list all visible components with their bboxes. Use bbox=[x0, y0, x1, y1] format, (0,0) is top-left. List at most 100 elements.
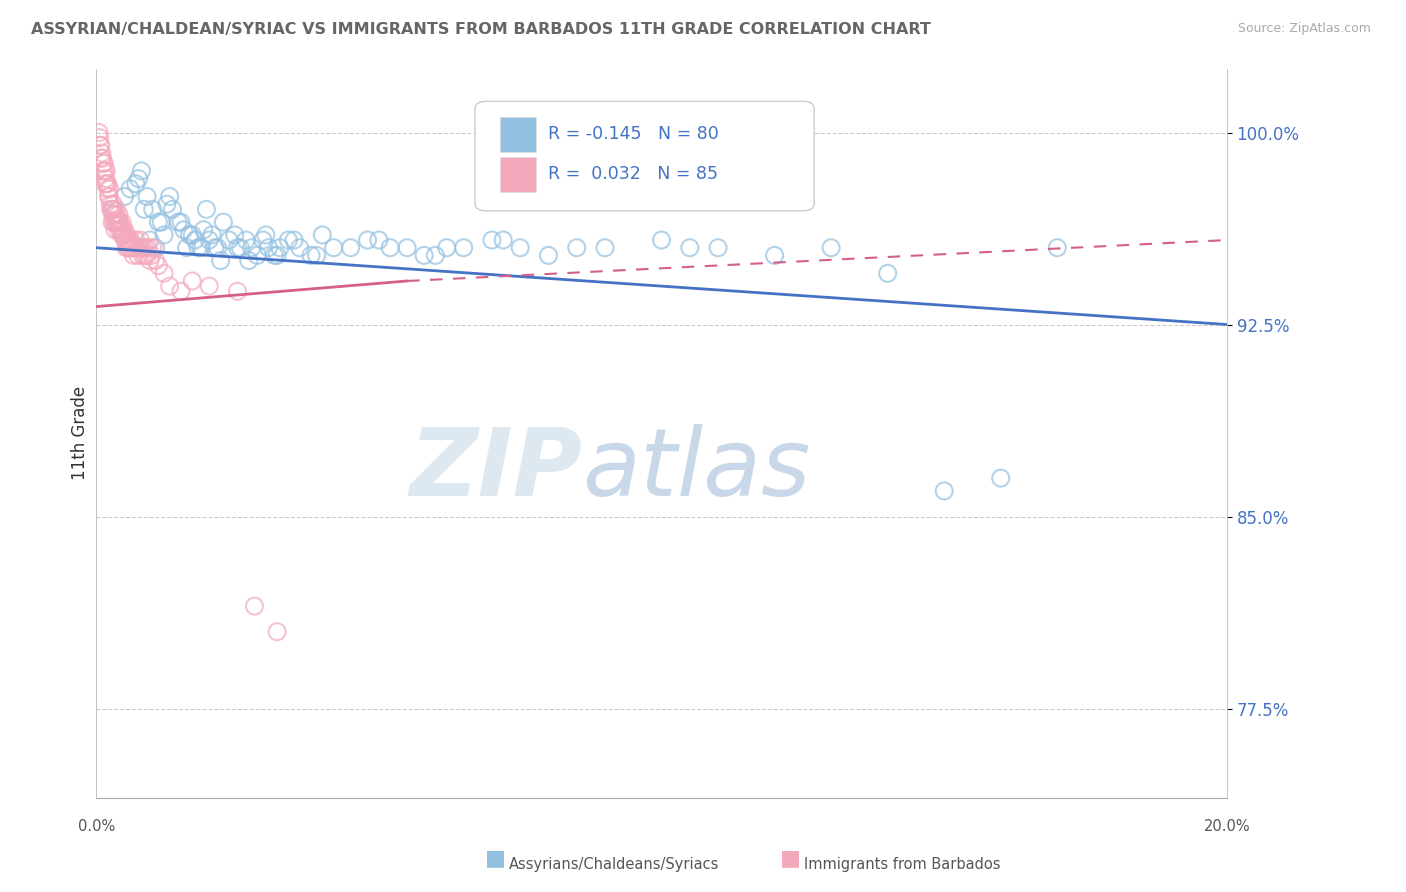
Point bbox=[135, 241, 157, 255]
Point bbox=[145, 253, 167, 268]
Point bbox=[299, 248, 322, 262]
Point bbox=[120, 233, 142, 247]
Point bbox=[115, 241, 138, 255]
Point bbox=[311, 227, 333, 242]
Point bbox=[91, 164, 114, 178]
Point bbox=[679, 241, 702, 255]
Point bbox=[91, 151, 114, 165]
Point bbox=[131, 164, 153, 178]
Point bbox=[170, 285, 193, 299]
Point bbox=[132, 241, 155, 255]
Point bbox=[235, 233, 257, 247]
Point bbox=[176, 241, 198, 255]
Text: ASSYRIAN/CHALDEAN/SYRIAC VS IMMIGRANTS FROM BARBADOS 11TH GRADE CORRELATION CHAR: ASSYRIAN/CHALDEAN/SYRIAC VS IMMIGRANTS F… bbox=[31, 22, 931, 37]
Point bbox=[139, 253, 162, 268]
Point bbox=[136, 241, 159, 255]
Point bbox=[252, 233, 274, 247]
Point bbox=[396, 241, 419, 255]
Point bbox=[104, 207, 127, 221]
Point bbox=[269, 241, 291, 255]
Point bbox=[246, 248, 269, 262]
Point bbox=[128, 171, 150, 186]
Point bbox=[87, 126, 110, 140]
Point bbox=[305, 248, 328, 262]
FancyBboxPatch shape bbox=[501, 157, 536, 192]
Point bbox=[492, 233, 515, 247]
Point bbox=[990, 471, 1012, 485]
Point bbox=[243, 599, 266, 614]
Point bbox=[187, 241, 209, 255]
Point bbox=[148, 259, 170, 273]
Point bbox=[98, 182, 121, 196]
Point bbox=[288, 241, 311, 255]
Point bbox=[179, 227, 201, 242]
Point bbox=[118, 233, 141, 247]
Point bbox=[114, 233, 136, 247]
Point bbox=[96, 177, 118, 191]
Point bbox=[105, 202, 128, 217]
Point bbox=[266, 248, 288, 262]
Text: Immigrants from Barbados: Immigrants from Barbados bbox=[804, 857, 1001, 872]
Point bbox=[101, 202, 124, 217]
Point bbox=[453, 241, 475, 255]
Point bbox=[101, 207, 124, 221]
Point bbox=[153, 266, 176, 280]
Text: R = -0.145   N = 80: R = -0.145 N = 80 bbox=[548, 125, 720, 144]
Point bbox=[94, 177, 117, 191]
Text: ZIP: ZIP bbox=[409, 424, 582, 516]
Point bbox=[226, 285, 249, 299]
Point bbox=[105, 215, 128, 229]
Point bbox=[125, 177, 148, 191]
Point bbox=[481, 233, 503, 247]
Point bbox=[97, 182, 120, 196]
Point bbox=[356, 233, 378, 247]
Point bbox=[107, 207, 129, 221]
Point bbox=[104, 215, 127, 229]
Text: ■: ■ bbox=[485, 848, 506, 868]
Y-axis label: 11th Grade: 11th Grade bbox=[72, 386, 89, 481]
Point bbox=[107, 223, 129, 237]
Text: atlas: atlas bbox=[582, 425, 811, 516]
Point bbox=[89, 138, 111, 153]
Point bbox=[128, 241, 150, 255]
Point bbox=[148, 215, 170, 229]
Point bbox=[181, 227, 204, 242]
Point bbox=[425, 248, 447, 262]
Point bbox=[131, 241, 153, 255]
Point bbox=[90, 151, 112, 165]
Point bbox=[651, 233, 673, 247]
Point bbox=[195, 202, 218, 217]
Text: R =  0.032   N = 85: R = 0.032 N = 85 bbox=[548, 165, 718, 184]
Point bbox=[1046, 241, 1069, 255]
Point bbox=[104, 223, 127, 237]
Point bbox=[110, 223, 132, 237]
Point bbox=[257, 241, 280, 255]
Point bbox=[277, 233, 299, 247]
Point bbox=[114, 233, 136, 247]
Point bbox=[115, 227, 138, 242]
Point bbox=[322, 241, 344, 255]
Point bbox=[117, 241, 139, 255]
Point bbox=[118, 233, 141, 247]
Point bbox=[436, 241, 458, 255]
Point bbox=[124, 241, 146, 255]
Point bbox=[156, 197, 179, 211]
Point bbox=[198, 279, 221, 293]
Point bbox=[117, 241, 139, 255]
Point bbox=[125, 241, 148, 255]
Point bbox=[114, 189, 136, 203]
Point bbox=[207, 241, 229, 255]
Point bbox=[198, 233, 221, 247]
Point bbox=[934, 483, 956, 498]
Text: Source: ZipAtlas.com: Source: ZipAtlas.com bbox=[1237, 22, 1371, 36]
Point bbox=[136, 248, 159, 262]
Point bbox=[108, 215, 131, 229]
Point bbox=[90, 146, 112, 161]
Point bbox=[240, 241, 263, 255]
Point bbox=[145, 241, 167, 255]
Point bbox=[127, 248, 149, 262]
Point bbox=[283, 233, 305, 247]
Point bbox=[238, 253, 260, 268]
Point bbox=[162, 202, 184, 217]
Point bbox=[170, 215, 193, 229]
